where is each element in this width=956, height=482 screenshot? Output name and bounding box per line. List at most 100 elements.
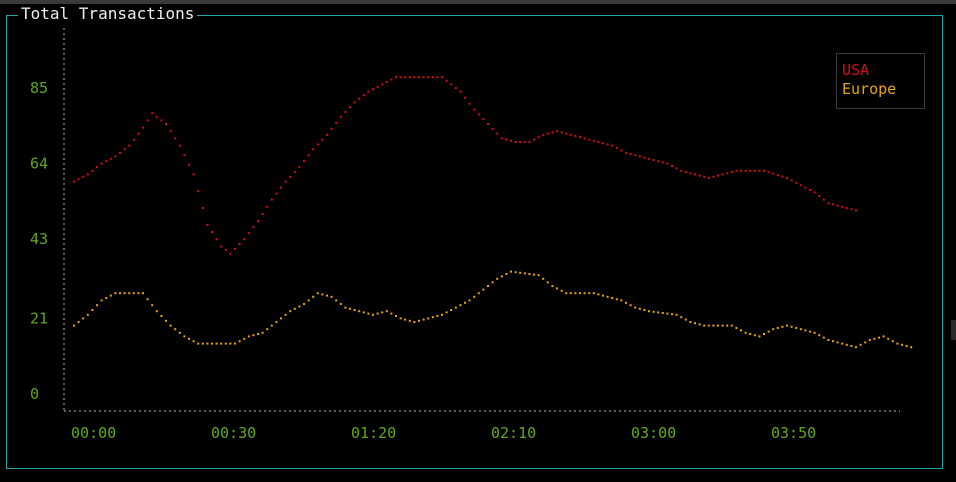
data-point-europe (252, 334, 255, 337)
data-point-europe (206, 342, 209, 345)
data-point-europe (468, 299, 471, 302)
data-point-usa (482, 118, 485, 121)
data-point-europe (818, 334, 821, 337)
data-point-usa (758, 169, 761, 172)
data-point-europe (694, 322, 696, 325)
data-point-usa (523, 141, 526, 143)
data-point-europe (119, 292, 121, 295)
data-point-usa (712, 175, 715, 178)
data-point-usa (832, 203, 834, 206)
data-point-europe (385, 310, 388, 313)
data-point-usa (105, 160, 108, 163)
data-point-europe (767, 330, 770, 333)
data-point-usa (128, 144, 131, 147)
chart-tick-labels: 0 21 43 64 85 00:00 00:30 01:20 02:10 03:00 03:50 (30, 79, 816, 442)
data-point-usa (418, 76, 420, 79)
data-point-europe (450, 309, 453, 311)
data-point-usa (657, 160, 660, 163)
data-point-europe (611, 297, 614, 299)
data-point-usa (353, 101, 356, 104)
data-point-europe (427, 317, 430, 320)
data-point-europe (169, 324, 172, 327)
data-point-usa (671, 165, 673, 167)
data-point-europe (459, 304, 462, 307)
data-point-europe (109, 294, 112, 297)
data-point-usa (721, 173, 724, 176)
data-point-usa (698, 174, 701, 177)
data-point-usa (303, 160, 305, 163)
data-point-europe (96, 304, 98, 307)
data-point-europe (215, 342, 218, 345)
data-point-usa (224, 249, 227, 251)
data-point-europe (505, 273, 508, 275)
data-point-usa (786, 177, 788, 179)
data-point-usa (178, 144, 181, 147)
data-point-usa (431, 76, 434, 79)
data-point-usa (151, 112, 154, 115)
data-point-europe (257, 333, 259, 335)
chart-series (73, 76, 913, 349)
data-point-usa (845, 207, 848, 209)
data-point-europe (390, 312, 393, 315)
data-point-europe (114, 292, 117, 295)
data-point-europe (730, 324, 733, 327)
legend-item-europe: Europe (842, 80, 897, 98)
data-point-usa (767, 171, 770, 174)
data-point-usa (183, 154, 186, 157)
data-point-europe (339, 303, 342, 305)
data-point-europe (335, 299, 338, 302)
window-top-border (0, 0, 956, 4)
data-point-usa (395, 76, 397, 79)
data-point-europe (873, 337, 876, 340)
data-point-usa (261, 213, 264, 215)
data-point-europe (418, 319, 420, 322)
data-point-usa (546, 132, 549, 135)
data-point-europe (436, 315, 439, 317)
data-point-usa (270, 198, 273, 201)
data-point-usa (620, 149, 623, 152)
data-point-usa (238, 243, 241, 245)
data-point-usa (606, 143, 609, 146)
data-point-europe (454, 306, 457, 309)
window-edge-marker (951, 320, 956, 340)
data-point-europe (500, 275, 503, 278)
data-point-usa (321, 138, 324, 141)
data-point-usa (666, 162, 669, 165)
data-point-europe (675, 313, 678, 316)
data-point-europe (671, 313, 673, 316)
x-tick-label: 02:10 (491, 424, 536, 442)
data-point-usa (574, 135, 577, 137)
data-point-europe (82, 317, 85, 320)
data-point-europe (597, 293, 600, 296)
data-point-usa (339, 115, 342, 118)
data-point-europe (868, 339, 871, 341)
data-point-europe (615, 298, 618, 301)
data-point-europe (284, 313, 287, 316)
data-point-europe (652, 310, 655, 313)
data-point-europe (132, 292, 135, 295)
data-point-usa (96, 166, 98, 169)
data-point-europe (542, 277, 545, 280)
y-tick-label: 21 (30, 309, 48, 327)
data-point-europe (758, 335, 761, 338)
data-point-usa (367, 90, 370, 93)
data-point-usa (680, 169, 683, 172)
chart-axes (63, 28, 900, 412)
data-point-europe (404, 318, 407, 321)
data-point-usa (137, 132, 140, 135)
data-point-europe (565, 292, 568, 295)
data-point-usa (763, 169, 765, 172)
data-point-europe (569, 292, 572, 295)
data-point-europe (105, 297, 108, 299)
data-point-europe (809, 330, 811, 333)
data-point-europe (413, 321, 416, 323)
series-usa (73, 76, 857, 255)
data-point-usa (744, 169, 747, 172)
data-point-europe (744, 331, 747, 334)
data-point-europe (266, 328, 269, 331)
data-point-europe (657, 311, 660, 314)
data-point-europe (896, 342, 899, 345)
data-point-usa (569, 133, 572, 136)
data-point-usa (390, 78, 393, 81)
data-point-europe (399, 317, 402, 320)
